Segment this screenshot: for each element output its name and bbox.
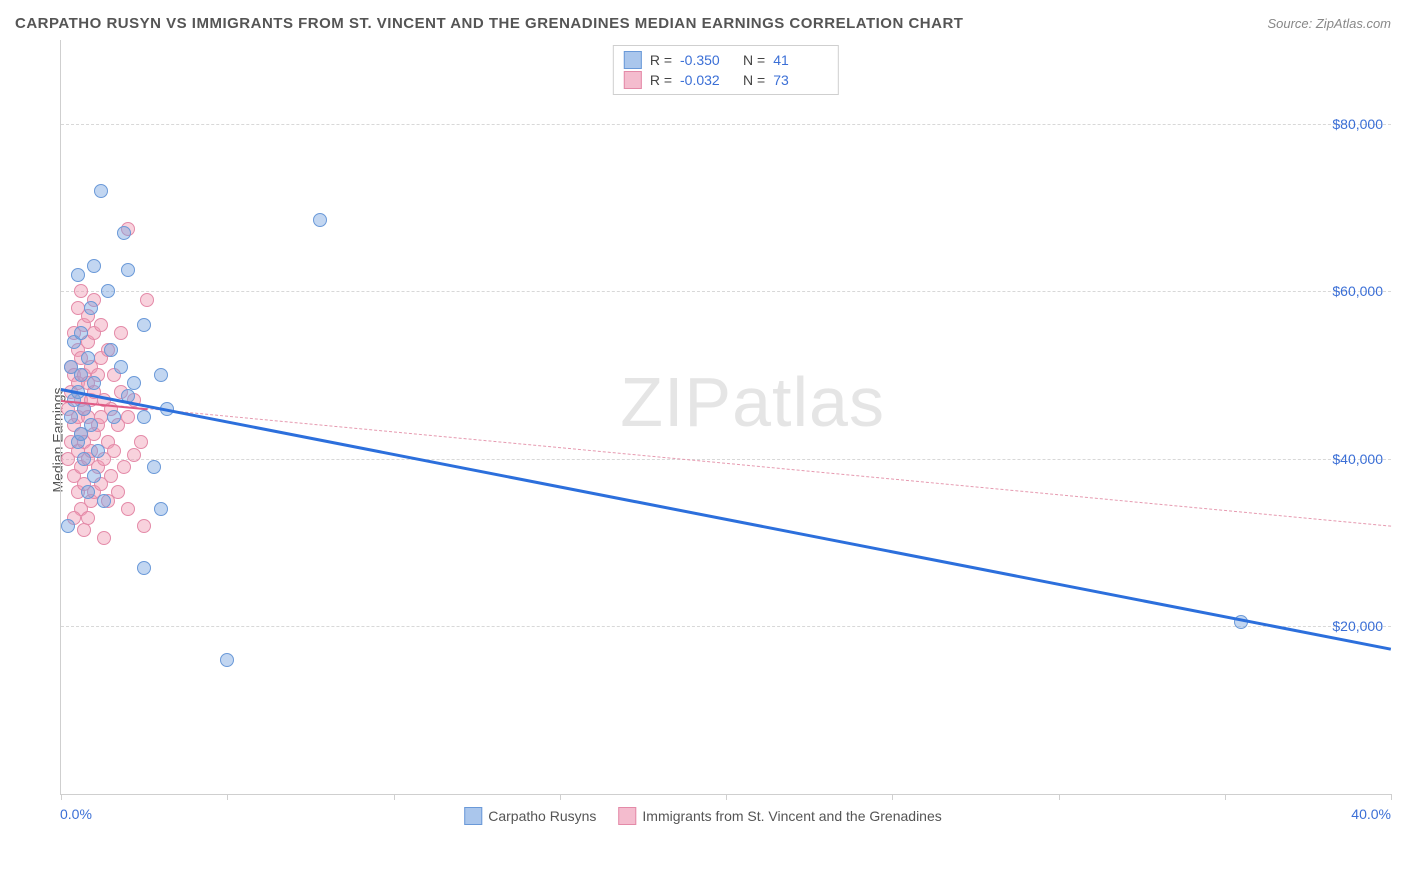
stat-n-label: N = bbox=[743, 72, 765, 88]
scatter-point bbox=[137, 318, 151, 332]
scatter-point bbox=[97, 531, 111, 545]
legend-stats-box: R = -0.350 N = 41 R = -0.032 N = 73 bbox=[613, 45, 839, 95]
scatter-point bbox=[87, 376, 101, 390]
scatter-point bbox=[134, 435, 148, 449]
scatter-point bbox=[74, 326, 88, 340]
x-axis-min-label: 0.0% bbox=[60, 806, 92, 822]
legend-bottom: Carpatho Rusyns Immigrants from St. Vinc… bbox=[464, 807, 942, 825]
scatter-point bbox=[81, 485, 95, 499]
gridline bbox=[61, 291, 1391, 292]
scatter-point bbox=[61, 519, 75, 533]
gridline bbox=[61, 459, 1391, 460]
legend-item: Immigrants from St. Vincent and the Gren… bbox=[618, 807, 941, 825]
scatter-point bbox=[137, 519, 151, 533]
y-tick-label: $60,000 bbox=[1332, 283, 1383, 299]
scatter-point bbox=[111, 485, 125, 499]
gridline bbox=[61, 124, 1391, 125]
y-tick-label: $80,000 bbox=[1332, 116, 1383, 132]
scatter-point bbox=[154, 368, 168, 382]
scatter-point bbox=[74, 427, 88, 441]
scatter-point bbox=[121, 263, 135, 277]
scatter-point bbox=[127, 376, 141, 390]
scatter-point bbox=[87, 259, 101, 273]
scatter-point bbox=[121, 502, 135, 516]
stat-r-label: R = bbox=[650, 52, 672, 68]
x-tick bbox=[726, 794, 727, 800]
stat-r-value: -0.350 bbox=[680, 52, 735, 68]
x-tick bbox=[1225, 794, 1226, 800]
legend-stats-row: R = -0.350 N = 41 bbox=[624, 50, 828, 70]
stat-n-value: 41 bbox=[773, 52, 828, 68]
series-swatch-icon bbox=[624, 71, 642, 89]
scatter-point bbox=[117, 460, 131, 474]
legend-item: Carpatho Rusyns bbox=[464, 807, 596, 825]
x-tick bbox=[61, 794, 62, 800]
gridline bbox=[61, 626, 1391, 627]
legend-label: Immigrants from St. Vincent and the Gren… bbox=[642, 808, 941, 824]
scatter-point bbox=[71, 268, 85, 282]
scatter-point bbox=[220, 653, 234, 667]
scatter-point bbox=[137, 561, 151, 575]
scatter-point bbox=[104, 469, 118, 483]
scatter-point bbox=[313, 213, 327, 227]
scatter-point bbox=[81, 351, 95, 365]
x-tick bbox=[1391, 794, 1392, 800]
scatter-point bbox=[77, 452, 91, 466]
scatter-point bbox=[114, 326, 128, 340]
scatter-point bbox=[91, 444, 105, 458]
series-swatch-icon bbox=[464, 807, 482, 825]
trend-line bbox=[61, 388, 1391, 650]
chart-container: Median Earnings ZIPatlas R = -0.350 N = … bbox=[15, 40, 1391, 840]
scatter-point bbox=[127, 448, 141, 462]
legend-stats-row: R = -0.032 N = 73 bbox=[624, 70, 828, 90]
scatter-point bbox=[64, 410, 78, 424]
scatter-point bbox=[117, 226, 131, 240]
x-tick bbox=[227, 794, 228, 800]
y-tick-label: $40,000 bbox=[1332, 451, 1383, 467]
chart-title: CARPATHO RUSYN VS IMMIGRANTS FROM ST. VI… bbox=[15, 15, 963, 32]
x-axis-max-label: 40.0% bbox=[1351, 806, 1391, 822]
scatter-point bbox=[94, 184, 108, 198]
scatter-point bbox=[101, 284, 115, 298]
scatter-point bbox=[121, 410, 135, 424]
scatter-point bbox=[84, 301, 98, 315]
series-swatch-icon bbox=[624, 51, 642, 69]
x-tick bbox=[560, 794, 561, 800]
y-tick-label: $20,000 bbox=[1332, 618, 1383, 634]
scatter-point bbox=[147, 460, 161, 474]
x-tick bbox=[394, 794, 395, 800]
watermark: ZIPatlas bbox=[620, 362, 885, 442]
scatter-point bbox=[137, 410, 151, 424]
x-tick bbox=[1059, 794, 1060, 800]
scatter-point bbox=[97, 494, 111, 508]
scatter-point bbox=[94, 318, 108, 332]
scatter-point bbox=[74, 284, 88, 298]
plot-area: ZIPatlas R = -0.350 N = 41 R = -0.032 N … bbox=[60, 40, 1391, 795]
stat-r-value: -0.032 bbox=[680, 72, 735, 88]
scatter-point bbox=[77, 523, 91, 537]
x-tick bbox=[892, 794, 893, 800]
source-label: Source: ZipAtlas.com bbox=[1267, 16, 1391, 31]
stat-r-label: R = bbox=[650, 72, 672, 88]
scatter-point bbox=[140, 293, 154, 307]
scatter-point bbox=[114, 360, 128, 374]
series-swatch-icon bbox=[618, 807, 636, 825]
scatter-point bbox=[104, 343, 118, 357]
scatter-point bbox=[107, 444, 121, 458]
scatter-point bbox=[154, 502, 168, 516]
scatter-point bbox=[107, 410, 121, 424]
legend-label: Carpatho Rusyns bbox=[488, 808, 596, 824]
trend-line bbox=[61, 400, 1391, 527]
stat-n-value: 73 bbox=[773, 72, 828, 88]
scatter-point bbox=[74, 368, 88, 382]
stat-n-label: N = bbox=[743, 52, 765, 68]
scatter-point bbox=[87, 469, 101, 483]
